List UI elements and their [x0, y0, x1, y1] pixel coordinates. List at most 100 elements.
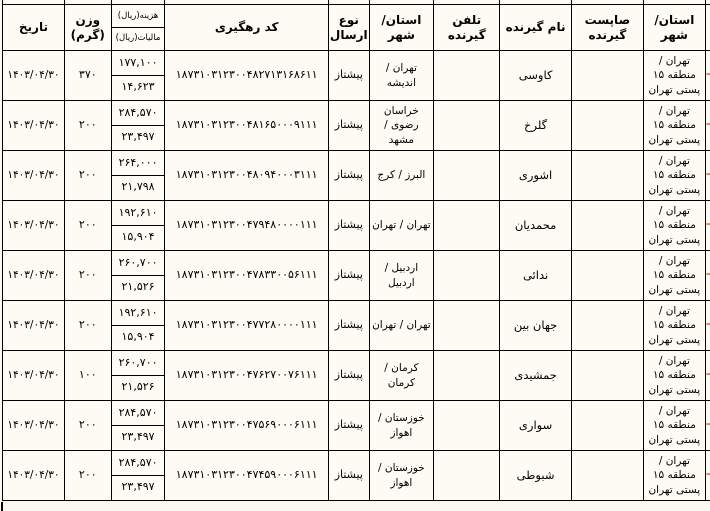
cost-value: ۲۸۴,۵۷۰ — [112, 102, 164, 126]
cell-weight: ۲۰۰ — [63, 400, 112, 451]
table-header-row: استان/ شهر صاپست گیرنده نام گیرنده تلفن … — [2, 4, 710, 51]
cell-cost-tax: ۱۷۷,۱۰۰ ۱۴,۶۲۳ — [110, 50, 166, 101]
cell-send-type: پیشتاز — [327, 150, 370, 201]
cell-tracking-code: ۱۸۷۳۱۰۳۱۲۳۰۰۴۷۸۳۳۰۰۵۶۱۱۱ — [164, 250, 329, 301]
cropped-column-cell: - — [704, 200, 710, 251]
cropped-border-stub — [1, 502, 3, 511]
cell-date: ۱۴۰۳/۰۴/۳۰ — [2, 350, 65, 401]
cell-dest-state-city: تهران / تهران — [368, 300, 435, 351]
tax-value: ۲۳,۴۹۷ — [121, 130, 155, 144]
cropped-column-cell: - — [704, 400, 710, 451]
cell-sapost-receiver — [570, 450, 645, 501]
cell-origin-state-city: تهران / منطقه ۱۵ پستی تهران — [643, 250, 706, 301]
red-tick-marker: - — [706, 467, 710, 482]
cell-receiver-phone — [433, 250, 501, 301]
cell-receiver-name: جهان بین — [499, 300, 572, 351]
header-receiver-phone: تلفن گیرنده — [433, 4, 501, 51]
cell-date: ۱۴۰۳/۰۴/۳۰ — [2, 450, 65, 501]
cell-origin-state-city: تهران / منطقه ۱۵ پستی تهران — [643, 400, 706, 451]
red-tick-marker: - — [706, 267, 710, 282]
cell-send-type: پیشتاز — [327, 300, 370, 351]
cropped-column-cell: - — [704, 250, 710, 301]
cost-value: ۱۹۲,۶۱۰ — [112, 202, 164, 226]
shipment-row: - تهران / منطقه ۱۵ پستی تهران سواری خوزس… — [2, 400, 710, 451]
cell-receiver-phone — [433, 300, 501, 351]
tax-value: ۲۳,۴۹۷ — [121, 430, 155, 444]
cell-send-type: پیشتاز — [327, 200, 370, 251]
cell-date: ۱۴۰۳/۰۴/۳۰ — [2, 250, 65, 301]
header-dest-state-city: استان/ شهر — [368, 4, 435, 51]
cell-sapost-receiver — [570, 100, 645, 151]
cell-cost-tax: ۲۶۰,۷۰۰ ۲۱,۵۲۶ — [110, 350, 166, 401]
cell-weight: ۲۰۰ — [63, 300, 112, 351]
cell-dest-state-city: تهران / اندیشه — [368, 50, 435, 101]
cell-tracking-code: ۱۸۷۳۱۰۳۱۲۳۰۰۴۷۹۴۸۰۰۰۰۱۱۱ — [164, 200, 329, 251]
cell-weight: ۲۰۰ — [63, 200, 112, 251]
shipments-table: استان/ شهر صاپست گیرنده نام گیرنده تلفن … — [2, 0, 710, 501]
cell-tracking-code: ۱۸۷۳۱۰۳۱۲۳۰۰۴۸۲۷۱۳۱۶۸۶۱۱ — [164, 50, 329, 101]
cell-sapost-receiver — [570, 300, 645, 351]
cropped-column-cell: - — [704, 100, 710, 151]
cell-cost-tax: ۲۶۰,۷۰۰ ۲۱,۵۲۶ — [110, 250, 166, 301]
shipment-row: - تهران / منطقه ۱۵ پستی تهران ندائی اردب… — [2, 250, 710, 301]
cell-cost-tax: ۲۸۴,۵۷۰ ۲۳,۴۹۷ — [110, 100, 166, 151]
cell-receiver-name: اشوری — [499, 150, 572, 201]
cell-origin-state-city: تهران / منطقه ۱۵ پستی تهران — [643, 50, 706, 101]
cell-receiver-name: محمدیان — [499, 200, 572, 251]
cell-cost-tax: ۱۹۲,۶۱۰ ۱۵,۹۰۴ — [110, 300, 166, 351]
cell-dest-state-city: خوزستان / اهواز — [368, 450, 435, 501]
header-send-type: نوع ارسال — [327, 4, 370, 51]
red-tick-marker: - — [706, 217, 710, 232]
cell-receiver-phone — [433, 450, 501, 501]
cell-tracking-code: ۱۸۷۳۱۰۳۱۲۳۰۰۴۸۱۶۵۰۰۰۹۱۱۱ — [164, 100, 329, 151]
cell-sapost-receiver — [570, 400, 645, 451]
cell-tracking-code: ۱۸۷۳۱۰۳۱۲۳۰۰۴۸۰۹۴۰۰۰۳۱۱۱ — [164, 150, 329, 201]
cell-date: ۱۴۰۳/۰۴/۳۰ — [2, 50, 65, 101]
cropped-column-cell: - — [704, 300, 710, 351]
cropped-column-cell: - — [704, 450, 710, 501]
cell-receiver-name: شبوطی — [499, 450, 572, 501]
cropped-column-header — [704, 4, 710, 51]
cell-weight: ۲۰۰ — [63, 150, 112, 201]
tax-value: ۲۱,۷۹۸ — [121, 180, 155, 194]
cell-tracking-code: ۱۸۷۳۱۰۳۱۲۳۰۰۴۷۴۵۹۰۰۰۶۱۱۱ — [164, 450, 329, 501]
cell-weight: ۲۰۰ — [63, 450, 112, 501]
cost-value: ۲۸۴,۵۷۰ — [112, 402, 164, 426]
cost-value: ۲۶۰,۷۰۰ — [112, 352, 164, 376]
cell-sapost-receiver — [570, 200, 645, 251]
cell-date: ۱۴۰۳/۰۴/۳۰ — [2, 300, 65, 351]
tax-value: ۱۵,۹۰۴ — [121, 230, 155, 244]
cell-dest-state-city: اردبیل / اردبیل — [368, 250, 435, 301]
cell-receiver-name: گلرخ — [499, 100, 572, 151]
cell-send-type: پیشتاز — [327, 250, 370, 301]
cell-receiver-name: جمشیدی — [499, 350, 572, 401]
cell-date: ۱۴۰۳/۰۴/۳۰ — [2, 200, 65, 251]
cell-sapost-receiver — [570, 250, 645, 301]
cell-weight: ۳۷۰ — [63, 50, 112, 101]
red-tick-marker: - — [706, 417, 710, 432]
cell-receiver-name: سواری — [499, 400, 572, 451]
cell-dest-state-city: تهران / تهران — [368, 200, 435, 251]
cell-receiver-name: کاوسی — [499, 50, 572, 101]
cell-send-type: پیشتاز — [327, 450, 370, 501]
cell-cost-tax: ۲۸۴,۵۷۰ ۲۳,۴۹۷ — [110, 400, 166, 451]
shipment-row: - تهران / منطقه ۱۵ پستی تهران گلرخ خراسا… — [2, 100, 710, 151]
cell-weight: ۲۰۰ — [63, 250, 112, 301]
cell-dest-state-city: خوزستان / اهواز — [368, 400, 435, 451]
cell-origin-state-city: تهران / منطقه ۱۵ پستی تهران — [643, 200, 706, 251]
shipment-row: - تهران / منطقه ۱۵ پستی تهران جهان بین ت… — [2, 300, 710, 351]
cell-origin-state-city: تهران / منطقه ۱۵ پستی تهران — [643, 450, 706, 501]
header-cost-rial: هزینه(ریال) — [112, 7, 164, 28]
header-weight-grams: وزن (گرم) — [63, 4, 112, 51]
cell-receiver-phone — [433, 100, 501, 151]
cell-weight: ۱۰۰ — [63, 350, 112, 401]
cell-tracking-code: ۱۸۷۳۱۰۳۱۲۳۰۰۴۷۶۲۷۰۰۷۶۱۱۱ — [164, 350, 329, 401]
cell-origin-state-city: تهران / منطقه ۱۵ پستی تهران — [643, 100, 706, 151]
cell-receiver-phone — [433, 350, 501, 401]
cell-dest-state-city: البرز / کرج — [368, 150, 435, 201]
shipment-row: - تهران / منطقه ۱۵ پستی تهران محمدیان ته… — [2, 200, 710, 251]
table-body: - تهران / منطقه ۱۵ پستی تهران کاوسی تهرا… — [2, 50, 710, 501]
red-tick-marker: - — [706, 317, 710, 332]
cost-value: ۲۸۴,۵۷۰ — [112, 452, 164, 476]
